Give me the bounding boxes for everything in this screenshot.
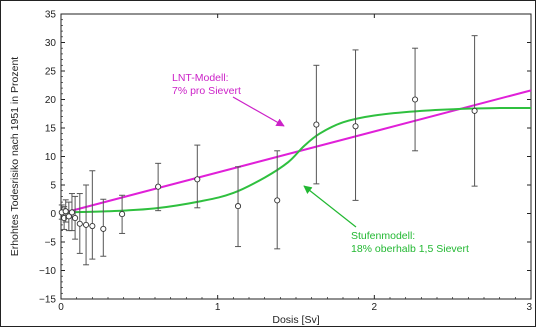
data-point [76, 220, 83, 227]
step-model-line [60, 107, 532, 214]
y-tick-label: −10 [39, 266, 56, 277]
data-point [155, 183, 162, 190]
y-tick-label: 20 [45, 95, 57, 106]
step-annotation-text: Stufenmodell: [351, 230, 415, 242]
data-point [68, 209, 76, 216]
y-axis-title: Erhohtes Todesrisiko nach 1951 in Prozen… [9, 57, 21, 257]
model-lines [60, 89, 532, 215]
data-point [234, 203, 242, 210]
x-tick-label: 2 [372, 302, 378, 313]
data-point [313, 121, 320, 128]
lnt-annotation-arrow [232, 96, 285, 127]
x-tick-label: 3 [526, 302, 532, 313]
data-points [58, 35, 478, 266]
y-tick-label: 5 [50, 181, 56, 192]
y-tick-label: 0 [50, 209, 56, 220]
annotations: LNT-Modell:7% pro Sievert Stufenmodell:18… [172, 72, 469, 255]
step-annotation-arrow [303, 185, 357, 228]
y-tick-label: −15 [39, 295, 56, 306]
data-point [62, 208, 69, 215]
lnt-annotation-text: LNT-Modell: [172, 72, 229, 84]
data-point [72, 215, 79, 222]
data-point [412, 96, 419, 103]
x-tick-label: 1 [215, 302, 221, 313]
data-point [89, 222, 96, 230]
y-tick-label: 30 [45, 38, 57, 49]
plot-area-border [60, 13, 532, 300]
lnt-model-line [60, 89, 532, 215]
data-point [100, 225, 107, 232]
plot-axes: −15 −10 −5 0 5 10 15 20 25 30 35 0 1 2 3 [39, 10, 532, 314]
x-tick-label: 0 [58, 302, 64, 313]
data-point [352, 123, 359, 130]
data-point [274, 197, 281, 204]
y-tick-label: 10 [45, 152, 57, 163]
data-point [119, 211, 126, 218]
data-point [83, 221, 90, 228]
data-point [194, 176, 201, 183]
data-point [65, 213, 72, 220]
x-axis-title: Dosis [Sv] [272, 314, 319, 326]
lnt-annotation-text: 7% pro Sievert [172, 85, 241, 97]
y-tick-label: −5 [45, 238, 57, 249]
data-point [471, 107, 478, 114]
y-tick-label: 25 [45, 67, 57, 78]
y-tick-label: 15 [45, 124, 57, 135]
y-tick-label: 35 [45, 10, 57, 21]
step-annotation-text: 18% oberhalb 1,5 Sievert [351, 243, 469, 255]
